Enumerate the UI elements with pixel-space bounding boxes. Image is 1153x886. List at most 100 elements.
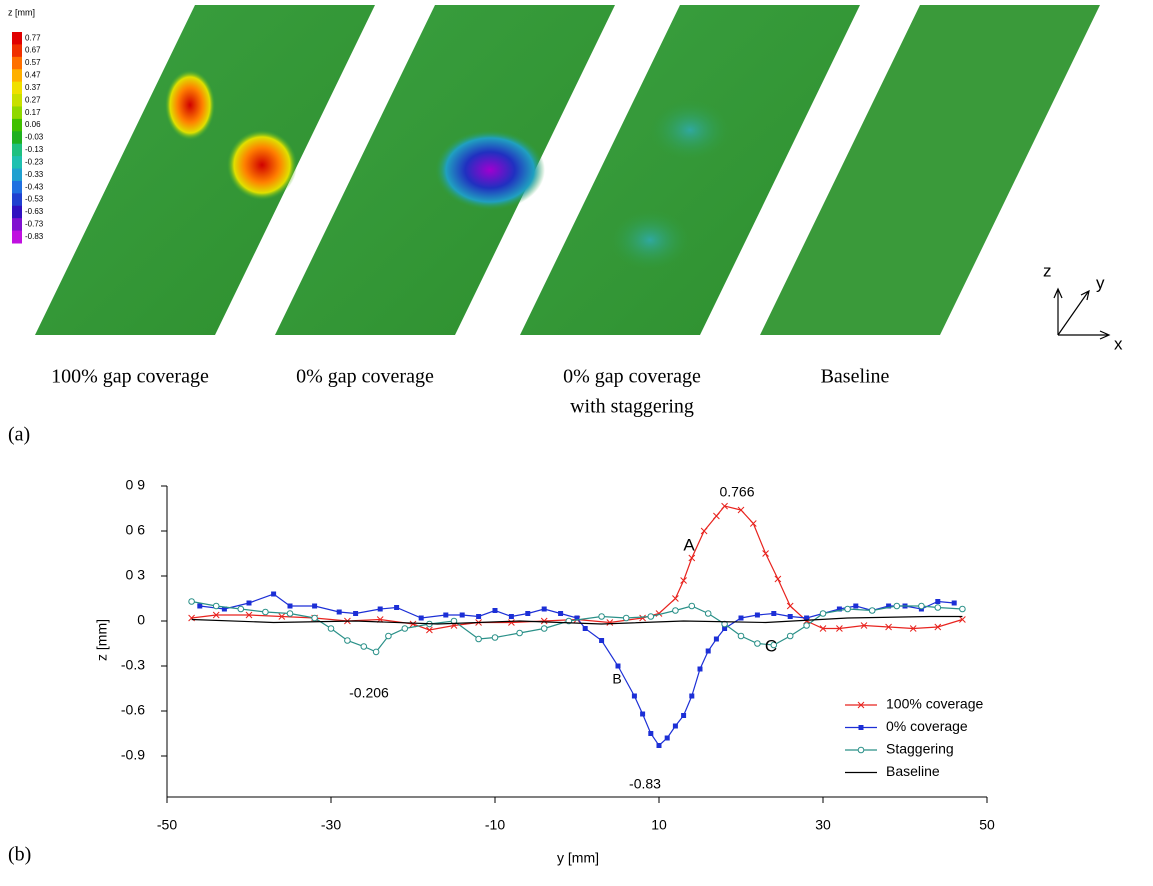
colorbar-label: -0.43 — [25, 182, 44, 191]
colorbar-label: 0.67 — [25, 46, 41, 55]
colorbar-swatch — [12, 94, 22, 107]
colorbar-swatch — [12, 218, 22, 231]
marker — [713, 513, 719, 519]
surface-images — [35, 5, 1100, 335]
marker — [681, 578, 687, 584]
body: {"panel_a": { "colorbar": {"title": "z [… — [0, 0, 1153, 886]
y-tick-label: -0.3 — [121, 657, 145, 673]
page: body { margin: 0; background: #fff; font… — [0, 0, 1153, 886]
bump — [227, 130, 297, 200]
colorbar-label: -0.33 — [25, 170, 44, 179]
marker — [599, 614, 605, 620]
marker — [509, 614, 514, 619]
marker — [623, 615, 629, 621]
marker — [599, 638, 604, 643]
marker — [698, 667, 703, 672]
colorbar-label: 0.37 — [25, 83, 41, 92]
marker — [361, 644, 367, 650]
panel-label: (a) — [8, 424, 30, 446]
marker — [476, 636, 482, 642]
marker — [558, 611, 563, 616]
marker — [665, 736, 670, 741]
marker — [476, 614, 481, 619]
marker — [681, 713, 686, 718]
marker — [492, 635, 498, 641]
marker — [787, 633, 793, 639]
colorbar-label: 0.57 — [25, 58, 41, 67]
legend-marker — [859, 725, 864, 730]
marker — [541, 626, 547, 632]
marker — [705, 611, 711, 617]
colorbar-title: z [mm] — [8, 7, 35, 17]
marker — [894, 603, 900, 609]
x-tick-label: 10 — [651, 817, 667, 833]
figure: z y x z [mm] (a) (b) y [mm] z [mm] 0.770… — [0, 0, 1153, 886]
marker — [493, 608, 498, 613]
marker — [271, 592, 276, 597]
colorbar-label: -0.13 — [25, 145, 44, 154]
marker — [869, 608, 875, 614]
marker — [616, 664, 621, 669]
marker — [853, 604, 858, 609]
marker — [328, 626, 334, 632]
marker — [525, 611, 530, 616]
legend-label: 0% coverage — [886, 718, 968, 734]
y-tick-label: -0.6 — [121, 702, 145, 718]
marker — [919, 603, 925, 609]
marker — [189, 599, 195, 605]
annotation: 0.766 — [719, 484, 754, 500]
colorbar-label: -0.23 — [25, 157, 44, 166]
x-tick-label: -50 — [157, 817, 177, 833]
marker — [632, 694, 637, 699]
marker — [673, 608, 679, 614]
marker — [820, 611, 826, 617]
marker — [345, 638, 351, 644]
annotation: -0.83 — [629, 776, 661, 792]
colorbar-label: 0.27 — [25, 95, 41, 104]
marker — [775, 576, 781, 582]
x-tick-label: 30 — [815, 817, 831, 833]
annotation: A — [683, 535, 695, 554]
marker — [739, 616, 744, 621]
caption: 0% gap coverage — [296, 366, 434, 388]
colorbar-swatch — [12, 82, 22, 95]
x-tick-label: -10 — [485, 817, 505, 833]
marker — [689, 603, 695, 609]
dip — [610, 210, 690, 270]
colorbar-label: 0.47 — [25, 71, 41, 80]
marker — [583, 626, 588, 631]
marker — [353, 611, 358, 616]
marker — [197, 604, 202, 609]
colorbar-label: -0.83 — [25, 232, 44, 241]
marker — [386, 633, 392, 639]
marker — [419, 616, 424, 621]
axis-glyph-label: y — [1096, 273, 1105, 292]
colorbar-swatch — [12, 131, 22, 144]
marker — [394, 605, 399, 610]
marker — [648, 614, 654, 620]
marker — [312, 615, 318, 621]
colorbar-swatch — [12, 231, 22, 244]
marker — [689, 694, 694, 699]
marker — [443, 613, 448, 618]
colorbar-swatch — [12, 193, 22, 206]
colorbar-label: -0.03 — [25, 133, 44, 142]
marker — [460, 613, 465, 618]
marker — [517, 630, 523, 636]
axis-glyph-label: z — [1043, 261, 1052, 280]
y-tick-label: 0 6 — [126, 522, 146, 538]
marker — [935, 605, 941, 611]
bump — [165, 70, 215, 140]
marker — [959, 617, 965, 623]
legend-label: 100% coverage — [886, 696, 984, 712]
marker — [788, 614, 793, 619]
marker — [804, 623, 810, 629]
marker — [750, 521, 756, 527]
y-tick-label: 0 9 — [126, 477, 146, 493]
marker — [312, 604, 317, 609]
marker — [673, 724, 678, 729]
colorbar-swatch — [12, 57, 22, 70]
colorbar-label: 0.06 — [25, 120, 41, 129]
annotation: B — [612, 671, 621, 687]
dip — [650, 100, 730, 160]
